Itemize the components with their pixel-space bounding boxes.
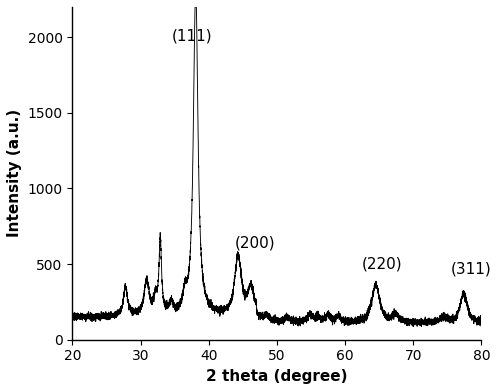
X-axis label: 2 theta (degree): 2 theta (degree) [206,369,348,384]
Text: (220): (220) [362,257,403,272]
Y-axis label: Intensity (a.u.): Intensity (a.u.) [7,109,22,237]
Text: (111): (111) [172,28,212,43]
Text: (311): (311) [450,261,492,276]
Text: (200): (200) [234,235,275,251]
